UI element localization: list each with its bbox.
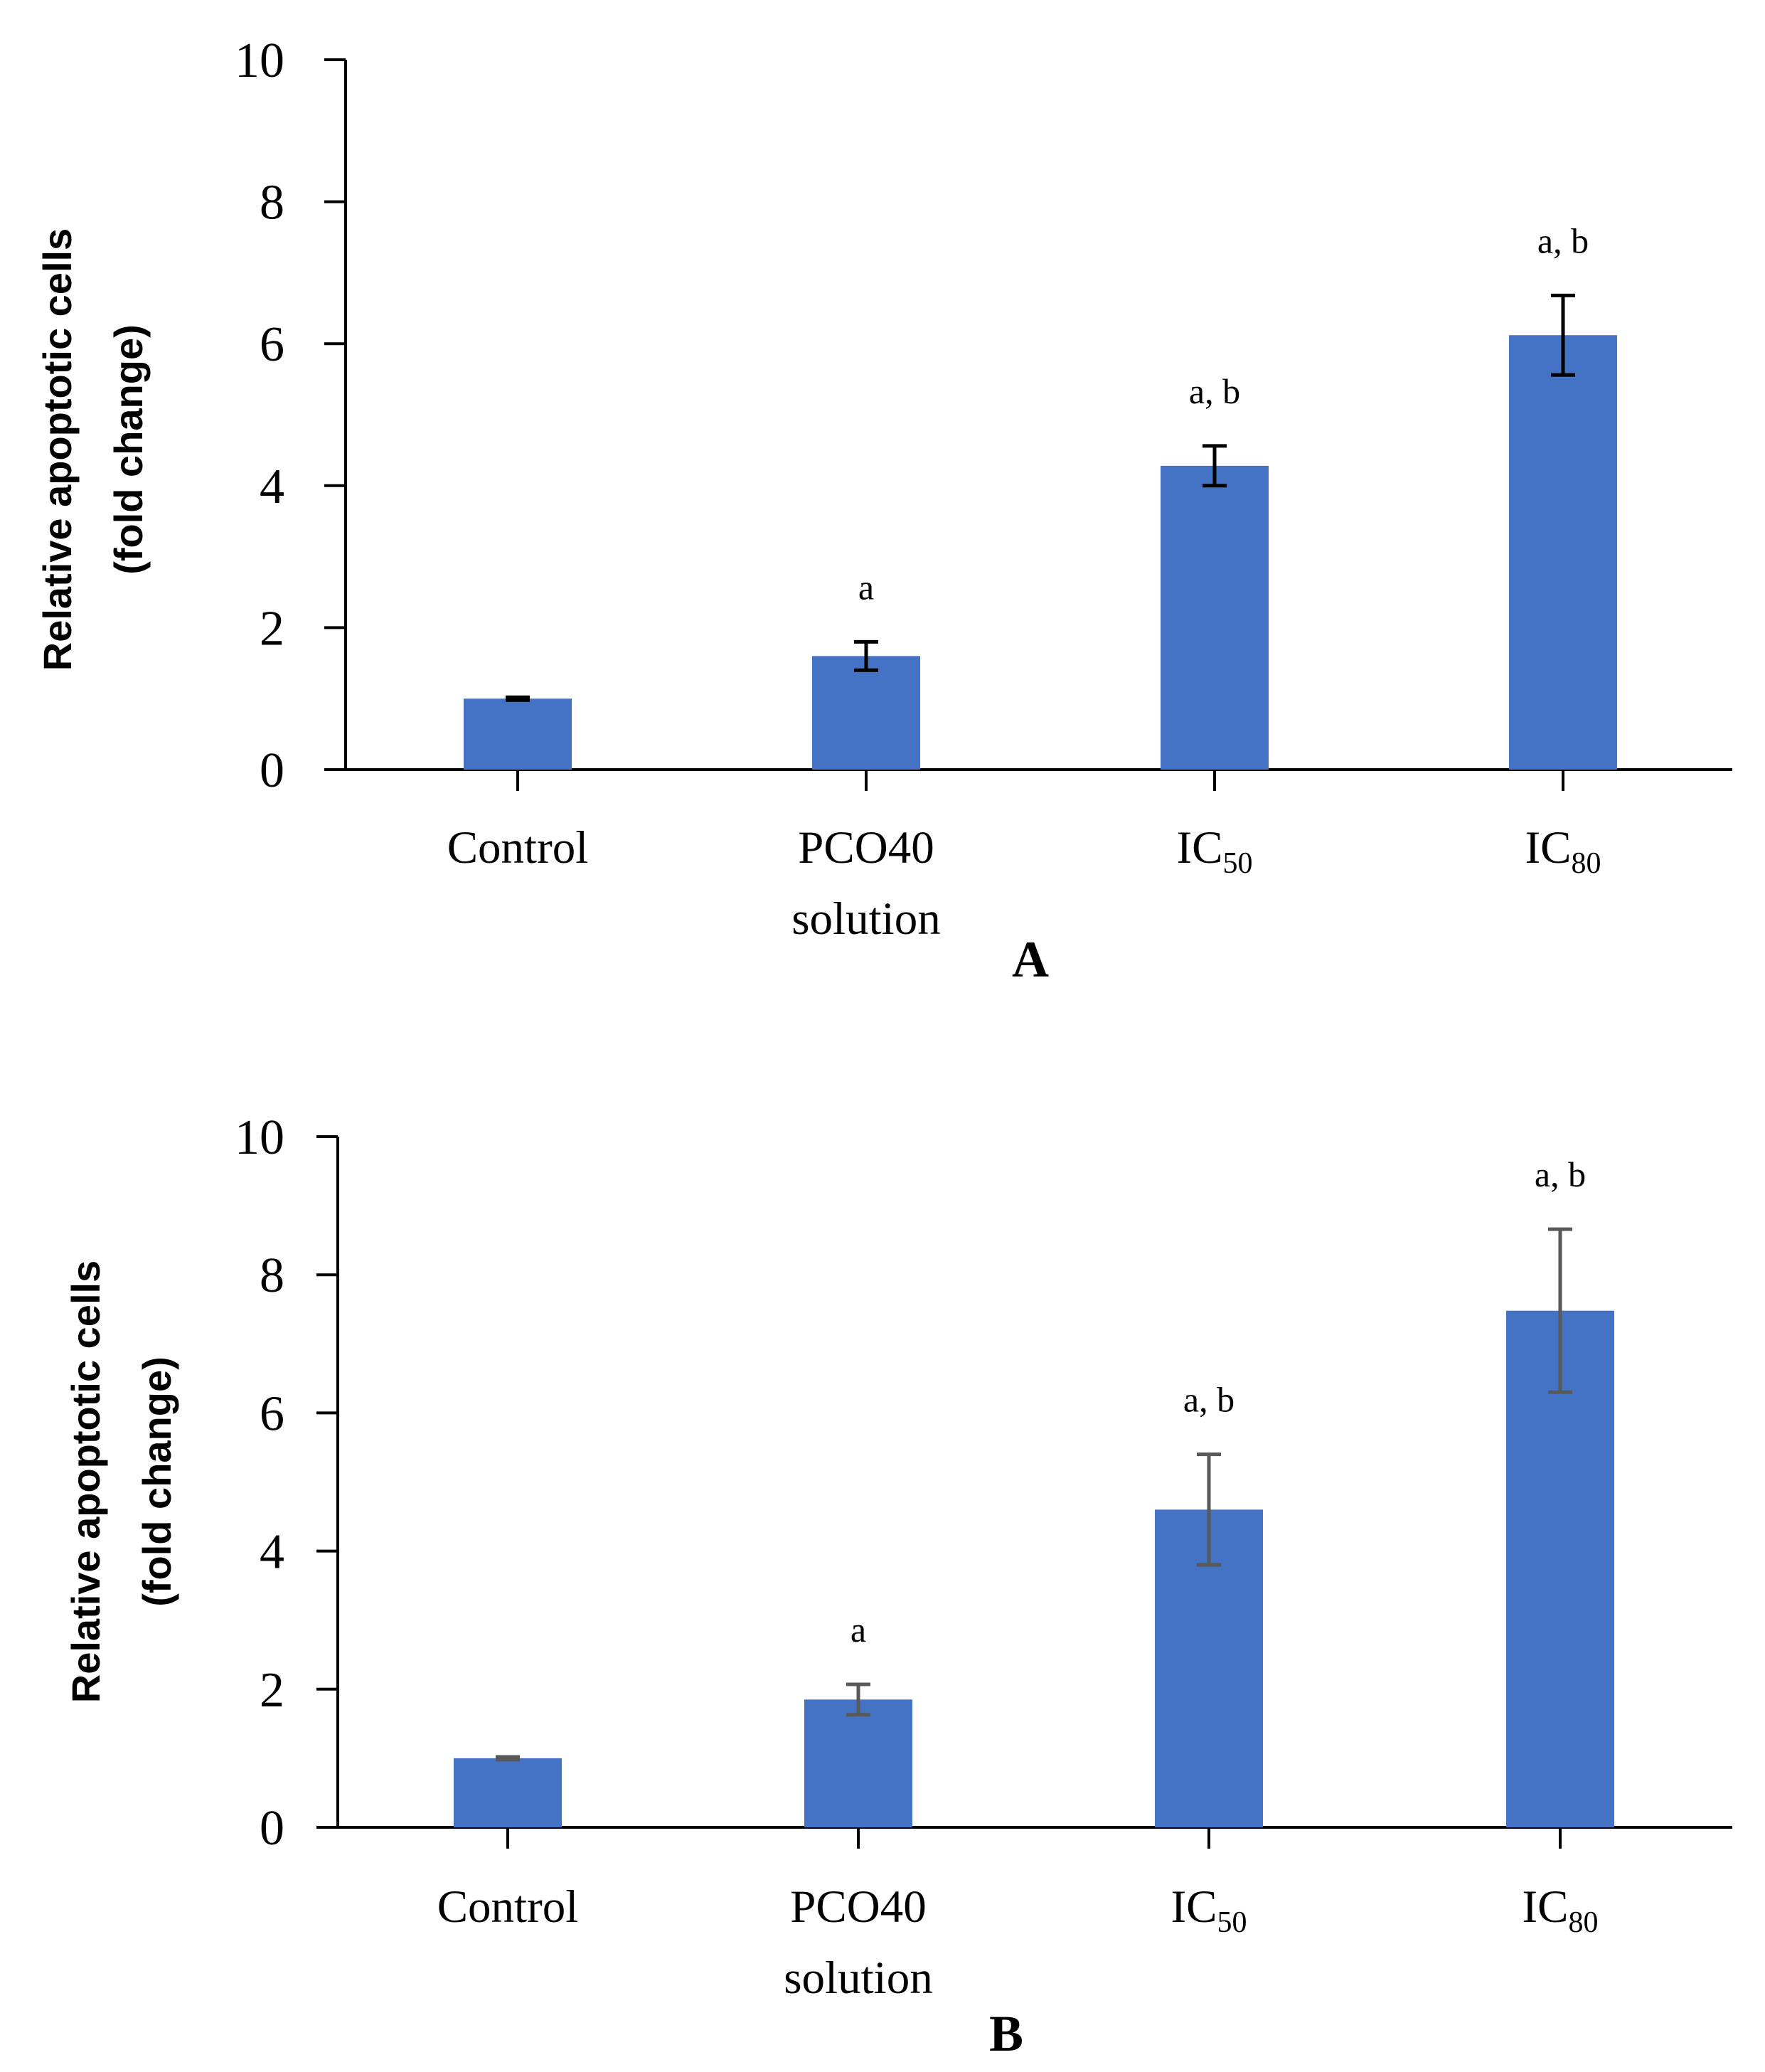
panel-a-category-subscript: 50 <box>1223 847 1253 880</box>
panel-a-y-tick-label: 2 <box>260 601 284 656</box>
panel-a-category-label-line2: solution <box>791 893 940 945</box>
panel-a-category-main: Control <box>447 822 589 873</box>
panel-a-significance-label: a, b <box>1189 371 1240 411</box>
panel-b-significance-label: a, b <box>1535 1154 1586 1194</box>
panel-b-bar <box>804 1699 912 1827</box>
panel-b-category-main: IC <box>1171 1881 1217 1933</box>
panel-a-category-label: IC80 <box>1525 822 1601 880</box>
panel-a-category-label: PCO40 <box>798 822 934 873</box>
panel-b-y-tick-label: 0 <box>260 1801 284 1856</box>
panel-b-category-main: Control <box>437 1881 579 1933</box>
panel-a-bar <box>1509 335 1617 770</box>
panel-b-category-label: IC80 <box>1523 1881 1599 1939</box>
panel-b-y-axis-label: (fold change) <box>134 1356 179 1607</box>
panel-a-category-main: PCO40 <box>798 822 934 873</box>
panel-b-bar <box>1506 1310 1614 1827</box>
panel-b-y-axis-label: Relative apoptotic cells <box>63 1260 108 1703</box>
panel-a-category-subscript: 80 <box>1572 847 1601 880</box>
panel-a-y-tick-label: 4 <box>260 459 284 514</box>
panel-a-bar <box>812 656 920 770</box>
panel-a-significance-label: a <box>858 567 874 607</box>
panel-b-category-main: PCO40 <box>790 1881 926 1933</box>
panel-b-category-label: Control <box>437 1881 579 1933</box>
panel-a-category-label: IC50 <box>1177 822 1253 880</box>
panel-b-y-tick-label: 2 <box>260 1663 284 1718</box>
panel-b-y-tick-label: 10 <box>235 1110 284 1165</box>
panel-b-category-subscript: 80 <box>1569 1906 1599 1939</box>
panel-b-category-label: PCO40 <box>790 1881 926 1933</box>
panel-b-category-subscript: 50 <box>1217 1906 1247 1939</box>
panel-a-y-axis-label: Relative apoptotic cells <box>35 228 80 671</box>
panel-a-y-tick-label: 10 <box>235 33 284 88</box>
panel-a-y-axis-label: (fold change) <box>106 324 151 575</box>
panel-b-panel-label: B <box>989 2005 1023 2062</box>
panel-b-y-tick-label: 4 <box>260 1525 284 1580</box>
panel-b-category-main: IC <box>1523 1881 1569 1933</box>
panel-a-category-main: IC <box>1177 822 1223 873</box>
panel-a-y-tick-label: 0 <box>260 743 284 798</box>
panel-a-bar <box>464 698 572 770</box>
panel-b-category-label: IC50 <box>1171 1881 1247 1939</box>
panel-a-panel-label: A <box>1012 931 1049 988</box>
panel-a-category-label: Control <box>447 822 589 873</box>
panel-b-significance-label: a <box>850 1610 866 1649</box>
panel-b-bar <box>454 1758 562 1827</box>
panel-a-y-tick-label: 6 <box>260 317 284 372</box>
panel-b-y-tick-label: 8 <box>260 1248 284 1303</box>
panel-b-category-label-line2: solution <box>784 1953 932 2004</box>
panel-b-significance-label: a, b <box>1183 1380 1235 1420</box>
panel-a-y-tick-label: 8 <box>260 176 284 230</box>
panel-b-y-tick-label: 6 <box>260 1386 284 1441</box>
panel-a-significance-label: a, b <box>1537 221 1589 260</box>
panel-a-bar <box>1161 465 1269 770</box>
panel-a-category-main: IC <box>1525 822 1572 873</box>
